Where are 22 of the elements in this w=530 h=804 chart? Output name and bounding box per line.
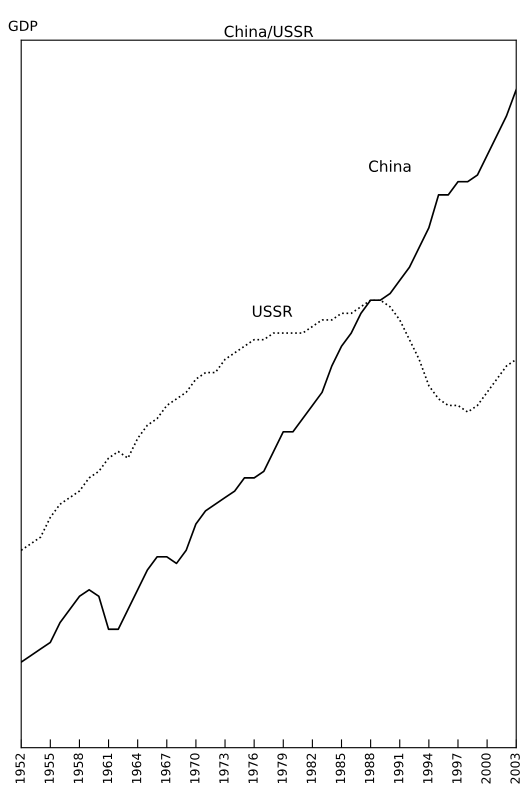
x-tick-label: 1976: [248, 753, 258, 784]
x-tick-label: 2000: [481, 753, 491, 784]
x-tick-label: 1997: [452, 754, 462, 784]
y-axis-title: GDP: [8, 20, 38, 32]
x-tick-label: 1967: [160, 754, 170, 784]
x-tick-label: 1958: [74, 753, 84, 784]
x-tick-label: 1973: [219, 754, 229, 784]
x-tick-label: 2003: [510, 754, 520, 784]
x-tick-label: 1994: [423, 753, 432, 784]
x-tick-label: 1982: [306, 754, 316, 784]
x-tick-label: 1964: [132, 753, 142, 784]
x-tick-label: 1988: [364, 753, 374, 784]
chart-title: China/USSR: [224, 25, 314, 38]
x-tick-label: 1991: [394, 754, 404, 784]
x-tick-label: 1970: [190, 753, 200, 784]
x-tick-label: 1961: [102, 754, 112, 784]
series-label: USSR: [252, 305, 292, 318]
x-tick-label: 1979: [277, 753, 287, 784]
text: China: [369, 160, 410, 172]
x-tick-label: 1952: [15, 754, 25, 784]
x-tick-label: 1955: [44, 754, 54, 784]
x-tick-label: 1985: [336, 754, 346, 784]
